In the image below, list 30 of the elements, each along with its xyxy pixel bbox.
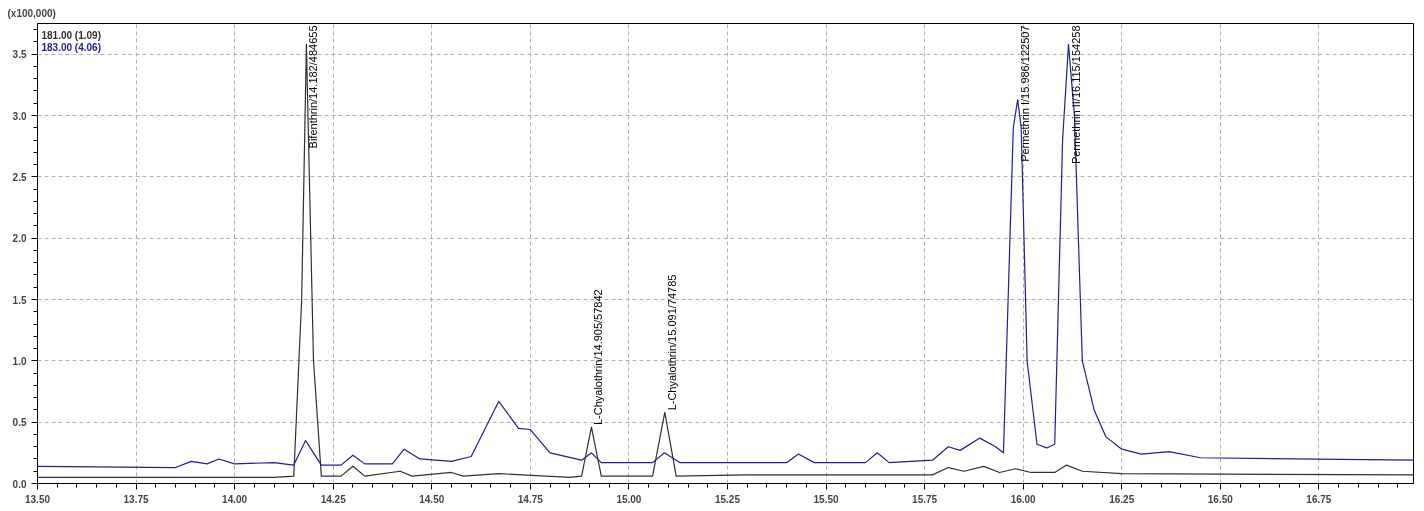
y-tick-label: 2.5 [12, 171, 27, 183]
text: 183.00 (4.06) [41, 41, 101, 53]
annotation: Permethrin I/15.986/122507 [1018, 25, 1031, 162]
y-tick-label: 1.0 [12, 355, 27, 367]
y-tick-label: 1.5 [12, 294, 27, 306]
y-tick-label: 3.0 [12, 110, 27, 122]
y-tick-label: 0.0 [12, 478, 27, 490]
text: 181.00 (1.09) [41, 29, 101, 41]
x-tick-label: 15.50 [813, 493, 839, 505]
x-tick-label: 14.00 [222, 493, 248, 505]
x-tick-label: 16.25 [1109, 493, 1135, 505]
x-tick-label: 15.00 [616, 493, 642, 505]
x-tick-label: 13.75 [123, 493, 150, 505]
annotation: Bifenthrin/14.182/484655 [307, 25, 320, 149]
x-tick-label: 14.75 [517, 493, 544, 505]
x-tick-label: 16.50 [1207, 493, 1234, 505]
y-tick-label: 3.5 [12, 49, 27, 61]
x-tick-label: 14.50 [419, 493, 445, 505]
x-tick-label: 15.25 [714, 493, 741, 505]
y-tick-label: 0.5 [12, 417, 27, 429]
annotation: L-Chyalothrin/15.091/74785 [665, 274, 678, 411]
x-tick-label: 16.75 [1306, 493, 1332, 505]
annotation: Permethrin II/16.115/154258 [1069, 25, 1082, 165]
x-tick-label: 14.25 [320, 493, 347, 505]
annotation: L-Chyalothrin/14.905/57842 [592, 289, 605, 426]
y-axis-title: (x100,000) [7, 7, 56, 19]
x-tick-label: 15.75 [912, 493, 938, 505]
y-tick-label: 2.0 [12, 233, 27, 245]
x-tick-label: 16.00 [1010, 493, 1037, 505]
x-tick-label: 13.50 [24, 493, 51, 505]
